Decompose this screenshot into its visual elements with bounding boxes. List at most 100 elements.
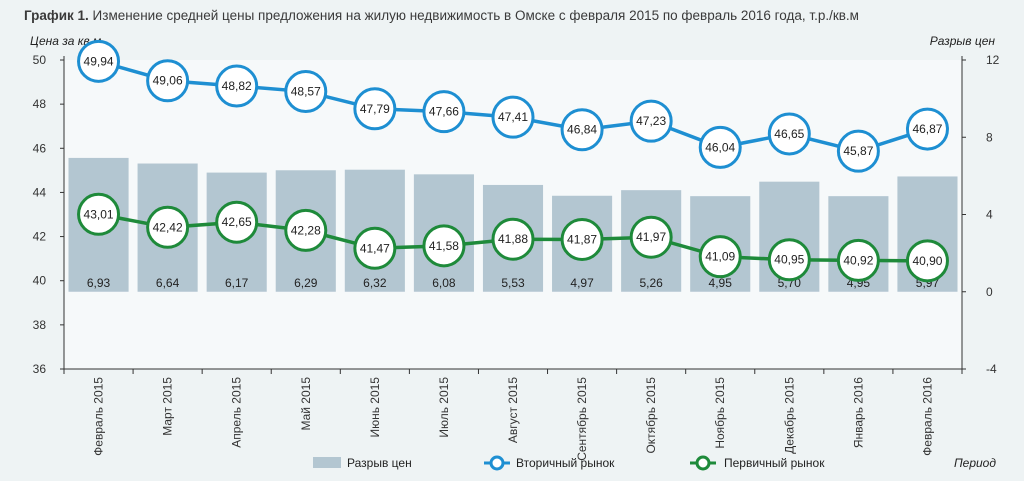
point-data-label: 40,92 — [843, 253, 873, 267]
y-right-tick-label: 0 — [986, 285, 993, 299]
y-left-axis-title: Цена за кв.м — [30, 34, 101, 48]
point-data-label: 46,65 — [774, 127, 804, 141]
data-point — [353, 87, 397, 131]
point-data-label: 41,09 — [705, 250, 735, 264]
point-data-label: 41,87 — [567, 232, 597, 246]
x-tick-label: Март 2015 — [161, 377, 175, 436]
data-point — [491, 95, 535, 139]
data-point — [491, 217, 535, 261]
point-data-label: 41,88 — [498, 232, 528, 246]
x-tick-label: Август 2015 — [506, 377, 520, 443]
point-data-label: 40,95 — [774, 253, 804, 267]
legend-label: Разрыв цен — [347, 456, 412, 470]
point-data-label: 42,42 — [153, 220, 183, 234]
y-right-tick-label: 12 — [986, 53, 1000, 67]
data-point — [77, 192, 121, 236]
point-data-label: 46,87 — [912, 122, 942, 136]
x-tick-label: Июнь 2015 — [368, 377, 382, 438]
y-right-tick-label: 4 — [986, 208, 993, 222]
point-data-label: 49,94 — [84, 54, 114, 68]
data-point — [215, 64, 259, 108]
x-tick-label: Апрель 2015 — [230, 377, 244, 448]
bar-data-label: 5,53 — [501, 276, 525, 290]
point-data-label: 46,84 — [567, 123, 597, 137]
y-left-tick-label: 40 — [33, 274, 47, 288]
point-data-label: 47,23 — [636, 114, 666, 128]
y-left-tick-label: 44 — [33, 185, 47, 199]
chart-title-number: График 1. — [24, 8, 89, 23]
data-point — [629, 99, 673, 143]
point-data-label: 42,28 — [291, 223, 321, 237]
x-tick-label: Декабрь 2015 — [782, 377, 796, 454]
y-left-tick-label: 36 — [33, 362, 47, 376]
data-point — [836, 129, 880, 173]
data-point — [629, 215, 673, 259]
data-point — [767, 238, 811, 282]
point-data-label: 42,65 — [222, 215, 252, 229]
point-data-label: 47,41 — [498, 110, 528, 124]
x-tick-label: Февраль 2015 — [92, 377, 106, 456]
chart-title: График 1. Изменение средней цены предлож… — [24, 8, 859, 23]
bar-data-label: 6,29 — [294, 276, 318, 290]
data-point — [146, 59, 190, 103]
data-point — [353, 226, 397, 270]
point-data-label: 43,01 — [84, 207, 114, 221]
point-data-label: 45,87 — [843, 144, 873, 158]
y-left-tick-label: 50 — [33, 53, 47, 67]
bar-data-label: 6,93 — [87, 276, 111, 290]
legend-label: Вторичный рынок — [516, 456, 615, 470]
point-data-label: 47,79 — [360, 102, 390, 116]
x-tick-label: Июль 2015 — [437, 377, 451, 438]
data-point — [422, 224, 466, 268]
y-left-tick-label: 38 — [33, 318, 47, 332]
point-data-label: 41,97 — [636, 230, 666, 244]
point-data-label: 48,57 — [291, 85, 321, 99]
bar-data-label: 6,64 — [156, 276, 180, 290]
x-axis-title: Период — [954, 456, 996, 470]
data-point — [836, 238, 880, 282]
point-data-label: 41,58 — [429, 239, 459, 253]
data-point — [560, 108, 604, 152]
point-data-label: 46,04 — [705, 140, 735, 154]
data-point — [560, 217, 604, 261]
data-point — [698, 125, 742, 169]
data-point — [77, 39, 121, 83]
x-tick-label: Октябрь 2015 — [644, 377, 658, 454]
x-tick-label: Май 2015 — [299, 377, 313, 431]
data-point — [905, 239, 949, 283]
point-data-label: 47,66 — [429, 105, 459, 119]
data-point — [284, 70, 328, 114]
y-left-tick-label: 46 — [33, 141, 47, 155]
data-point — [698, 235, 742, 279]
y-right-axis-title: Разрыв цен — [930, 34, 996, 48]
data-point — [422, 90, 466, 134]
x-tick-label: Февраль 2016 — [920, 377, 934, 456]
bar-data-label: 4,97 — [570, 276, 594, 290]
legend-swatch-marker — [695, 455, 711, 471]
x-tick-label: Январь 2016 — [851, 377, 865, 448]
legend-label: Первичный рынок — [724, 456, 825, 470]
point-data-label: 40,90 — [912, 254, 942, 268]
bar-data-label: 4,95 — [709, 276, 733, 290]
point-data-label: 49,06 — [153, 74, 183, 88]
legend-swatch-bar — [313, 457, 341, 468]
bar-data-label: 6,08 — [432, 276, 456, 290]
bar-data-label: 5,26 — [639, 276, 663, 290]
legend-swatch-marker — [489, 455, 505, 471]
bar-data-label: 6,32 — [363, 276, 387, 290]
point-data-label: 48,82 — [222, 79, 252, 93]
data-point — [905, 107, 949, 151]
data-point — [215, 200, 259, 244]
bar-data-label: 6,17 — [225, 276, 249, 290]
y-right-tick-label: -4 — [986, 362, 997, 376]
x-tick-label: Сентябрь 2015 — [575, 377, 589, 461]
chart-title-text: Изменение средней цены предложения на жи… — [92, 8, 859, 23]
x-tick-label: Ноябрь 2015 — [713, 377, 727, 449]
y-left-tick-label: 48 — [33, 97, 47, 111]
y-left-tick-label: 42 — [33, 230, 47, 244]
data-point — [767, 112, 811, 156]
y-right-tick-label: 8 — [986, 130, 993, 144]
data-point — [284, 208, 328, 252]
point-data-label: 41,47 — [360, 241, 390, 255]
